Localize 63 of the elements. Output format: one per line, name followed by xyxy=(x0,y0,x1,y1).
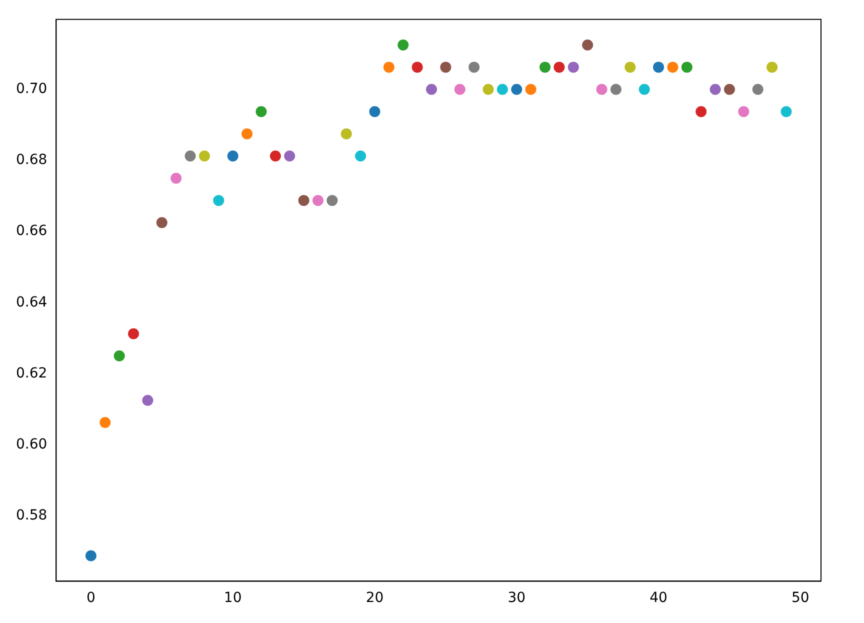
point xyxy=(270,150,281,162)
point xyxy=(398,39,409,50)
point xyxy=(624,62,636,73)
point xyxy=(242,128,253,140)
point xyxy=(596,84,608,95)
point xyxy=(156,217,168,228)
point xyxy=(340,128,352,140)
point xyxy=(468,62,480,73)
point xyxy=(355,150,366,162)
y-tick-label: 0.64 xyxy=(16,294,48,310)
x-tick-label: 40 xyxy=(650,590,668,606)
x-tick-label: 50 xyxy=(792,590,810,606)
point xyxy=(170,172,182,184)
point xyxy=(383,62,394,73)
point xyxy=(100,417,111,428)
point xyxy=(681,62,692,73)
y-tick-label: 0.70 xyxy=(16,81,48,98)
y-tick-label: 0.68 xyxy=(16,152,48,168)
point xyxy=(482,84,494,95)
y-tick-label: 0.60 xyxy=(16,436,48,452)
y-tick-label: 0.66 xyxy=(16,223,48,240)
x-tick-label: 0 xyxy=(86,590,96,606)
point xyxy=(142,394,154,406)
point xyxy=(85,550,96,562)
point xyxy=(298,194,310,206)
point xyxy=(582,39,594,50)
point xyxy=(184,150,196,162)
point xyxy=(284,150,296,162)
point xyxy=(766,62,778,73)
point xyxy=(710,84,721,95)
point xyxy=(752,84,764,95)
y-tick-label: 0.62 xyxy=(16,365,48,382)
point xyxy=(525,84,536,95)
point xyxy=(511,84,522,95)
point xyxy=(738,106,750,118)
x-tick-label: 20 xyxy=(366,590,384,606)
point xyxy=(780,106,792,118)
point xyxy=(198,150,210,162)
point xyxy=(540,62,551,73)
point xyxy=(638,84,650,95)
point xyxy=(227,150,238,162)
point xyxy=(724,84,735,95)
x-tick-label: 10 xyxy=(224,590,242,606)
point xyxy=(568,62,579,73)
point xyxy=(312,194,324,206)
point xyxy=(610,84,622,95)
point xyxy=(256,106,267,118)
point xyxy=(667,62,678,73)
point xyxy=(213,194,224,206)
point xyxy=(440,62,452,73)
point xyxy=(326,194,338,206)
point xyxy=(369,106,380,118)
y-tick-label: 0.58 xyxy=(16,507,48,524)
point xyxy=(128,328,140,340)
point xyxy=(696,106,707,118)
point xyxy=(496,84,508,95)
point xyxy=(653,62,664,73)
point xyxy=(412,62,423,73)
x-tick-label: 30 xyxy=(508,590,526,606)
point xyxy=(454,84,466,95)
point xyxy=(554,62,565,73)
point xyxy=(114,350,125,362)
point xyxy=(426,84,437,95)
